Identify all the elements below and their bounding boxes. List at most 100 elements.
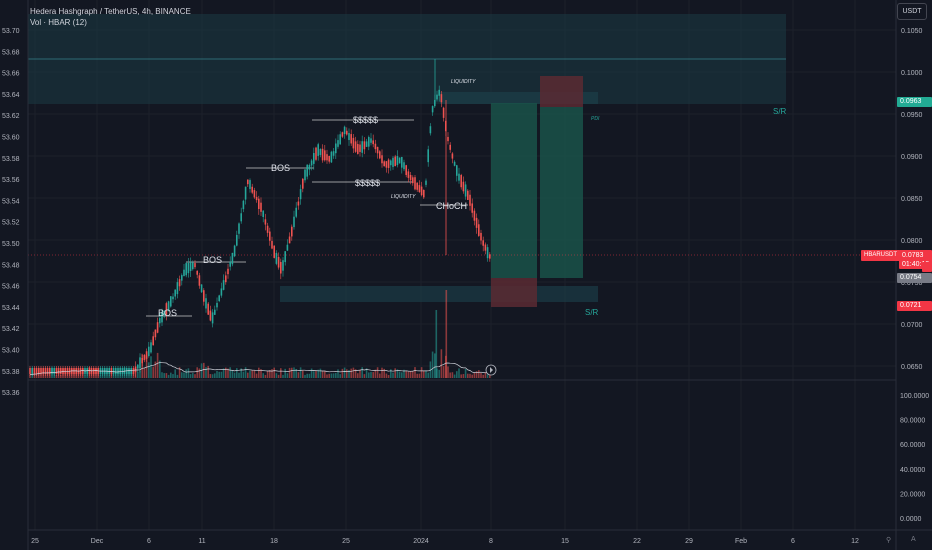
volume-bar xyxy=(368,372,370,378)
volume-bar xyxy=(451,372,454,378)
volume-bar xyxy=(390,369,392,378)
volume-bar xyxy=(484,372,487,378)
right-price-axis[interactable]: 0.1050 0.1000 0.0950 0.0900 0.0850 0.0800 0.07… xyxy=(901,28,923,371)
candle-body xyxy=(205,298,207,309)
candle-body xyxy=(266,225,269,233)
volume-bar xyxy=(409,370,412,378)
volume-bar xyxy=(372,372,374,378)
volume-bar xyxy=(119,367,121,378)
auto-scale-button[interactable]: A xyxy=(911,536,916,543)
volume-bar xyxy=(306,373,308,378)
candle-body xyxy=(471,203,473,213)
candle-body xyxy=(159,318,161,324)
volume-bar xyxy=(328,373,330,378)
candle-body xyxy=(145,351,148,359)
candle-body xyxy=(156,322,159,333)
candle-body xyxy=(482,240,484,246)
volume-bar xyxy=(427,372,429,378)
short-stop-zone xyxy=(540,76,583,107)
volume-bar xyxy=(55,374,58,378)
volume-bar xyxy=(84,374,86,378)
zoom-icon[interactable]: ⚲ xyxy=(886,537,892,544)
candle-body xyxy=(453,161,456,166)
candle-body xyxy=(172,296,174,300)
volume-bar xyxy=(264,374,267,378)
left-price-axis[interactable]: 53.70 53.68 53.66 53.64 53.62 53.60 53.58 53.56… xyxy=(2,28,20,397)
candle-body xyxy=(480,232,482,241)
volume-bar xyxy=(60,374,62,378)
candle-body xyxy=(137,364,139,369)
candle-body xyxy=(251,186,253,193)
volume-bar xyxy=(51,367,53,378)
candle-body xyxy=(359,144,361,152)
time-axis-label: 8 xyxy=(489,538,493,545)
volume-bar xyxy=(203,362,205,378)
volume-bar xyxy=(339,374,341,378)
volume-bar xyxy=(181,372,183,378)
left-axis-label: 53.60 xyxy=(2,135,20,142)
time-axis-label: 6 xyxy=(791,538,795,545)
candle-body xyxy=(350,134,352,144)
candle-body xyxy=(387,159,390,168)
candle-body xyxy=(313,153,315,164)
candle-body xyxy=(216,302,218,308)
candle-body xyxy=(275,252,278,264)
volume-bar xyxy=(86,370,88,378)
candle-body xyxy=(434,99,436,107)
candle-body xyxy=(363,141,366,150)
time-axis-label: 22 xyxy=(633,538,641,545)
volume-bar xyxy=(359,369,361,378)
dollars-bottom-label: $$$$$ xyxy=(355,178,380,188)
indicator-axis[interactable]: 100.0000 80.0000 60.0000 40.0000 20.0000 0.00… xyxy=(900,393,929,523)
indicator-axis-label: 60.0000 xyxy=(900,442,925,449)
volume-bar xyxy=(233,372,236,378)
volume-bar xyxy=(464,368,467,378)
candle-body xyxy=(473,210,476,221)
candle-body xyxy=(115,368,117,374)
time-axis-label: 2024 xyxy=(413,538,429,545)
candle-body xyxy=(352,137,355,149)
time-axis-label: 15 xyxy=(561,538,569,545)
volume-bar xyxy=(31,374,33,378)
candle-body xyxy=(44,368,47,374)
volume-bar xyxy=(194,374,196,378)
volume-bar xyxy=(66,372,69,378)
volume-bar xyxy=(343,367,346,378)
candle-body xyxy=(258,198,260,210)
volume-bar xyxy=(101,373,104,378)
price-tag-red: 0.0721 xyxy=(897,301,932,311)
volume-bar xyxy=(108,374,110,378)
volume-bar xyxy=(324,371,326,378)
volume-bar xyxy=(189,374,192,378)
candle-body xyxy=(328,155,330,162)
replay-icon[interactable] xyxy=(485,364,497,376)
candle-body xyxy=(425,180,427,185)
candle-body xyxy=(187,262,190,274)
candle-body xyxy=(277,256,280,268)
candle-body xyxy=(361,141,363,153)
candle-body xyxy=(436,94,438,100)
candle-body xyxy=(330,151,333,163)
candle-body xyxy=(46,368,49,374)
volume-bar xyxy=(302,370,304,378)
left-axis-label: 53.64 xyxy=(2,92,20,99)
candle-body xyxy=(291,226,293,237)
candle-body xyxy=(143,354,146,361)
right-axis-label: 0.0900 xyxy=(901,154,923,161)
volume-bar xyxy=(57,368,60,378)
volume-bar xyxy=(286,373,289,378)
chart-legend: Hedera Hashgraph / TetherUS, 4h, BINANCE… xyxy=(30,6,191,28)
time-axis[interactable]: 25 Dec 6 11 18 25 2024 8 15 22 29 Feb 6 12 xyxy=(31,538,859,545)
right-axis-label: 0.0800 xyxy=(901,238,923,245)
volume-bar xyxy=(236,368,238,378)
volume-bar xyxy=(198,368,201,378)
currency-button[interactable]: USDT xyxy=(897,3,927,20)
volume-bar xyxy=(33,373,36,378)
candle-body xyxy=(264,219,267,225)
candle-body xyxy=(332,151,335,156)
volume-bar xyxy=(398,371,401,378)
candle-body xyxy=(220,288,223,296)
candle-body xyxy=(53,368,55,374)
